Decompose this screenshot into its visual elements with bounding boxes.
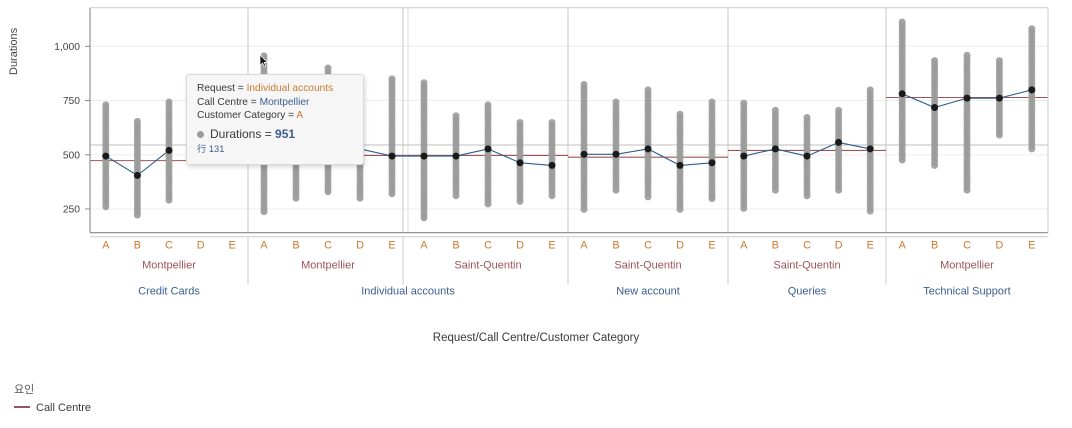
svg-text:250: 250: [63, 205, 80, 216]
svg-text:C: C: [644, 240, 652, 252]
svg-text:E: E: [548, 240, 555, 252]
svg-text:A: A: [740, 240, 748, 252]
svg-text:A: A: [420, 240, 428, 252]
svg-text:Montpellier: Montpellier: [301, 260, 355, 272]
svg-text:A: A: [260, 240, 268, 252]
svg-text:D: D: [197, 240, 205, 252]
svg-text:500: 500: [63, 150, 80, 161]
svg-text:B: B: [772, 240, 779, 252]
svg-text:B: B: [134, 240, 141, 252]
svg-text:E: E: [867, 240, 874, 252]
svg-text:A: A: [899, 240, 907, 252]
svg-text:C: C: [324, 240, 332, 252]
svg-text:750: 750: [63, 96, 80, 107]
svg-text:E: E: [1028, 240, 1035, 252]
svg-text:B: B: [452, 240, 459, 252]
svg-text:Saint-Quentin: Saint-Quentin: [614, 260, 681, 272]
svg-text:Technical Support: Technical Support: [923, 286, 1010, 298]
svg-text:A: A: [102, 240, 110, 252]
svg-text:C: C: [963, 240, 971, 252]
svg-text:Credit Cards: Credit Cards: [138, 286, 200, 298]
svg-text:B: B: [292, 240, 299, 252]
svg-text:C: C: [484, 240, 492, 252]
svg-text:B: B: [931, 240, 938, 252]
svg-text:D: D: [995, 240, 1003, 252]
svg-text:Montpellier: Montpellier: [940, 260, 994, 272]
svg-text:D: D: [356, 240, 364, 252]
svg-text:D: D: [516, 240, 524, 252]
svg-text:Individual accounts: Individual accounts: [361, 286, 455, 298]
svg-text:E: E: [229, 240, 236, 252]
svg-text:D: D: [676, 240, 684, 252]
svg-text:Queries: Queries: [788, 286, 827, 298]
svg-text:Montpellier: Montpellier: [142, 260, 196, 272]
svg-text:E: E: [388, 240, 395, 252]
svg-text:E: E: [708, 240, 715, 252]
svg-text:1,000: 1,000: [54, 42, 80, 53]
svg-text:A: A: [580, 240, 588, 252]
svg-text:C: C: [803, 240, 811, 252]
svg-text:New account: New account: [616, 286, 680, 298]
svg-text:Saint-Quentin: Saint-Quentin: [454, 260, 521, 272]
svg-text:C: C: [165, 240, 173, 252]
svg-text:Saint-Quentin: Saint-Quentin: [773, 260, 840, 272]
svg-text:B: B: [612, 240, 619, 252]
svg-text:D: D: [835, 240, 843, 252]
